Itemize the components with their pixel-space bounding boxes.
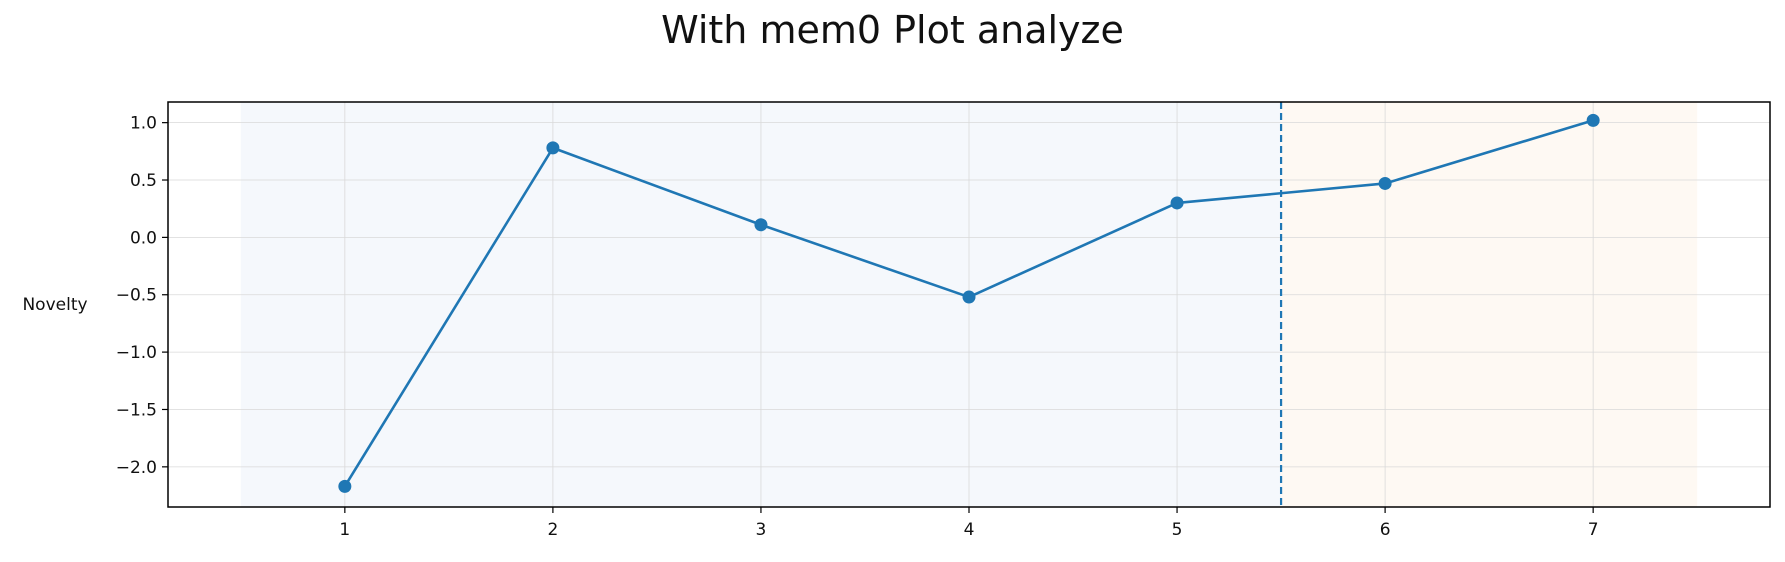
data-point — [1378, 176, 1392, 190]
x-tick-label: 2 — [547, 520, 558, 540]
data-point — [962, 290, 976, 304]
data-point — [338, 479, 352, 493]
y-tick-label: 1.0 — [130, 114, 157, 134]
y-tick-label: −0.5 — [116, 286, 157, 306]
data-point — [1170, 196, 1184, 210]
x-tick-label: 3 — [756, 520, 767, 540]
series — [338, 113, 1600, 493]
y-tick-label: 0.0 — [130, 228, 157, 248]
x-tick-label: 1 — [339, 520, 350, 540]
y-tick-label: −2.0 — [116, 458, 157, 478]
y-tick-label: 0.5 — [130, 171, 157, 191]
x-tick-label: 7 — [1588, 520, 1599, 540]
x-tick-label: 6 — [1380, 520, 1391, 540]
x-tick-label: 5 — [1172, 520, 1183, 540]
data-point — [1586, 113, 1600, 127]
data-point — [754, 218, 768, 232]
y-tick-label: −1.0 — [116, 343, 157, 363]
region-2 — [1281, 102, 1698, 507]
x-tick-label: 4 — [964, 520, 975, 540]
y-tick-label: −1.5 — [116, 400, 157, 420]
data-point — [546, 141, 560, 155]
y-axis-label: Novelty — [22, 295, 87, 315]
tick-labels: 1 2 3 4 5 6 7 1.0 0.5 0.0 −0.5 −1.0 −1.5 −2.0 — [116, 114, 1599, 540]
chart-title: With mem0 Plot analyze — [661, 8, 1124, 52]
